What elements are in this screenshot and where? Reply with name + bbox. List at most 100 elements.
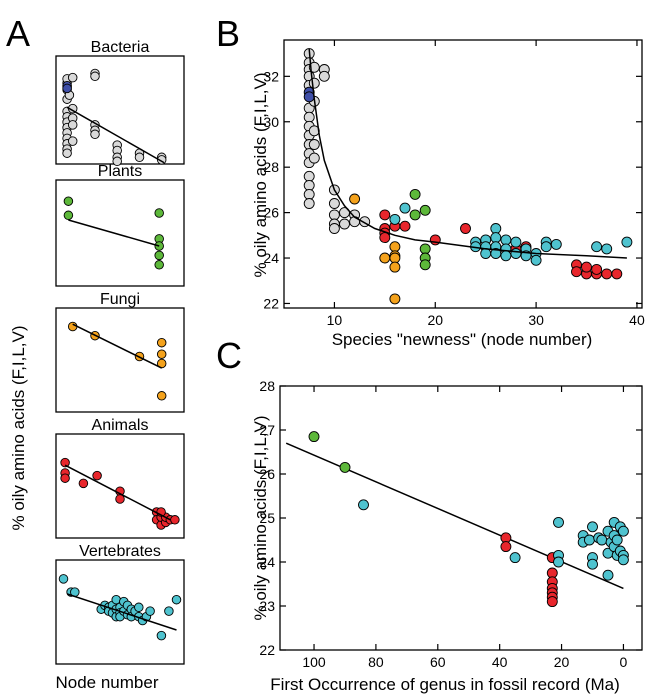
subplot-bacteria-point — [67, 72, 78, 83]
panel-b-point — [419, 204, 431, 216]
panel-b-point — [621, 236, 633, 248]
subplot-vertebrates-point — [171, 594, 182, 605]
panel-b-xlabel: Species "newness" (node number) — [332, 330, 593, 349]
subplot-bacteria-point — [134, 152, 145, 163]
panel-c-ytick-label: 27 — [259, 422, 275, 438]
panel-b-point — [308, 77, 320, 89]
panel-b-point — [389, 252, 401, 264]
subplot-vertebrates-frame — [55, 559, 185, 665]
subplot-bacteria-title: Bacteria — [91, 39, 150, 56]
subplot-vertebrates-point — [156, 630, 167, 641]
panel-b-point — [339, 218, 350, 230]
panel-b-point — [303, 111, 315, 123]
panel-b-ytick-label: 32 — [263, 68, 279, 84]
subplot-fungi-point — [156, 391, 167, 401]
panel-c-point — [611, 534, 623, 546]
panel-b-fit-line — [308, 49, 627, 259]
subplot-bacteria-point — [90, 71, 100, 82]
panel-c-point — [500, 541, 512, 553]
panel-b-point — [429, 234, 441, 246]
subplot-bacteria-point — [90, 129, 100, 140]
subplot-bacteria-point — [67, 120, 78, 130]
panel-b-xtick-label: 30 — [528, 312, 544, 328]
panel-b-point — [303, 170, 315, 182]
panel-b: % oily amino acids (F,I,L,V) Species "ne… — [251, 39, 645, 349]
panel-b-ytick-label: 28 — [263, 159, 279, 175]
panel-c-point — [553, 556, 564, 568]
panel-b-point — [308, 139, 320, 150]
panel-b-xtick-label: 20 — [427, 312, 443, 328]
panel-b-point — [460, 223, 471, 234]
subplot-plants-point — [154, 250, 164, 261]
panel-b-point — [409, 209, 421, 221]
subplot-bacteria-point — [62, 148, 72, 158]
panel-b-point — [500, 234, 512, 246]
subplot-fungi-point — [156, 349, 167, 359]
panel-c-point — [617, 554, 629, 566]
subplot-vertebrates-point — [164, 606, 174, 616]
subplot-animals-frame — [55, 433, 185, 539]
subplot-plants-point — [154, 260, 164, 270]
subplot-animals: Animals — [55, 417, 185, 539]
subplot-vertebrates-point — [134, 602, 144, 613]
panel-b-point — [490, 248, 502, 259]
subplot-bacteria-point — [67, 136, 78, 146]
panel-b-ytick-label: 22 — [263, 295, 279, 311]
panel-b-ytick-label: 30 — [263, 114, 279, 130]
panel-b-point — [349, 193, 361, 205]
subplot-animals-point — [92, 470, 102, 481]
panel-b-point — [379, 209, 391, 221]
panel-c-point — [587, 521, 598, 533]
panel-c-point — [583, 534, 595, 546]
panel-b-point — [349, 216, 361, 228]
panel-letter-b: B — [216, 13, 240, 54]
subplot-plants-point — [63, 196, 74, 206]
panel-b-point — [601, 243, 613, 255]
panel-b-point — [409, 188, 421, 200]
panel-c: % oily amino acids (F,I,L,V) First Occur… — [251, 378, 643, 694]
panel-c-point — [587, 558, 598, 570]
subplot-animals-point — [60, 457, 70, 468]
subplot-fungi-point — [156, 337, 167, 348]
subplot-animals-point — [115, 494, 125, 504]
panel-c-ytick-label: 22 — [259, 642, 275, 658]
panel-c-point — [509, 552, 521, 564]
subplot-animals-point — [170, 515, 180, 525]
subplot-bacteria-fit-line — [66, 106, 165, 164]
subplot-animals-title: Animals — [92, 417, 149, 434]
panel-b-point — [389, 241, 401, 253]
subplot-fungi-frame — [55, 307, 185, 413]
panel-b-ytick-label: 24 — [263, 250, 279, 266]
panel-c-point — [596, 534, 608, 546]
panel-c-ytick-label: 25 — [259, 510, 275, 526]
panel-c-xtick-label: 60 — [430, 654, 446, 670]
subplot-plants-fit-line — [68, 219, 160, 247]
panel-a-xlabel: Node number — [55, 673, 158, 692]
panel-c-fit-line — [285, 442, 624, 590]
panel-b-point — [379, 232, 391, 244]
panel-c-ylabel: % oily amino acids (F,I,L,V) — [251, 415, 270, 620]
subplot-vertebrates-point — [58, 574, 69, 584]
panel-b-point — [571, 266, 582, 278]
panel-b-point — [303, 188, 315, 200]
panel-b-point — [540, 241, 552, 253]
panel-b-point — [591, 263, 603, 275]
panel-c-xtick-label: 100 — [302, 654, 326, 670]
subplot-animals-fit-line — [64, 464, 171, 521]
panel-b-point — [611, 268, 623, 280]
panel-b-ytick-label: 26 — [263, 205, 279, 221]
panel-b-point — [510, 236, 522, 248]
subplot-vertebrates: Vertebrates — [55, 543, 185, 665]
subplot-plants-point — [63, 210, 74, 221]
panel-b-plot: 10 20 30 40 22 24 26 28 30 32 — [263, 39, 645, 328]
panel-c-point — [546, 596, 558, 608]
panel-c-xlabel: First Occurrence of genus in fossil reco… — [270, 675, 620, 694]
panel-b-point — [550, 238, 562, 250]
subplot-plants-title: Plants — [98, 163, 142, 180]
panel-letter-a: A — [6, 13, 30, 54]
panel-b-point — [419, 259, 431, 271]
subplot-plants-frame — [55, 179, 185, 287]
panel-a-ylabel: % oily amino acids (F,I,L,V) — [9, 325, 28, 530]
subplot-plants: Plants — [55, 163, 185, 287]
